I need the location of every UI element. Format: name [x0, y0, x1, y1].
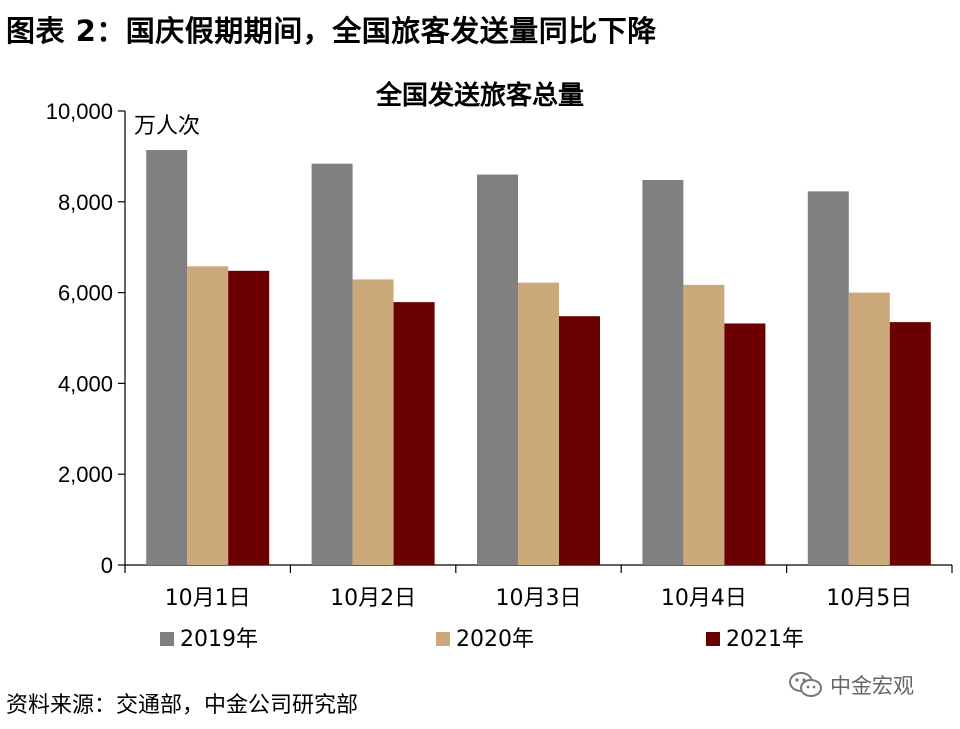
y-tick-label: 8,000 — [58, 190, 113, 215]
bar-2019年-10月5日 — [807, 191, 849, 565]
x-axis: 10月1日 10月2日 10月3日 10月4日 10月5日 — [124, 564, 953, 611]
y-tick-label: 10,000 — [46, 99, 113, 124]
bar-2019年-10月2日 — [311, 163, 353, 565]
y-tick-label: 0 — [101, 553, 113, 578]
legend-label: 2020年 — [456, 627, 534, 652]
chart-title: 全国发送旅客总量 — [375, 80, 584, 111]
x-category-label: 10月1日 — [165, 586, 251, 611]
legend: 2019年 2020年 2021年 — [160, 627, 804, 652]
legend-label: 2021年 — [726, 627, 804, 652]
x-category-label: 10月2日 — [330, 586, 416, 611]
watermark-text: 中金宏观 — [830, 674, 914, 698]
bar-2021年-10月4日 — [724, 323, 766, 565]
bar-2021年-10月5日 — [889, 322, 931, 565]
legend-swatch — [706, 632, 720, 646]
x-category-label: 10月4日 — [661, 586, 747, 611]
y-tick-label: 2,000 — [58, 462, 113, 487]
y-tick-label: 6,000 — [58, 281, 113, 306]
bar-2021年-10月3日 — [559, 316, 600, 565]
wechat-icon — [789, 672, 822, 697]
bar-2019年-10月3日 — [477, 174, 518, 565]
x-category-label: 10月3日 — [496, 586, 582, 611]
bar-2021年-10月2日 — [393, 302, 435, 565]
bar-2020年-10月2日 — [352, 279, 394, 565]
bar-2020年-10月5日 — [848, 292, 890, 565]
y-tick-label: 4,000 — [58, 371, 113, 396]
y-axis: 10,000 8,000 6,000 4,000 2,000 0 — [46, 99, 126, 578]
bar-2021年-10月1日 — [228, 270, 270, 565]
legend-label: 2019年 — [180, 627, 258, 652]
figure-title: 图表 2：国庆假期期间，全国旅客发送量同比下降 — [6, 14, 657, 48]
watermark: 中金宏观 — [788, 670, 914, 700]
source-note: 资料来源：交通部，中金公司研究部 — [6, 693, 359, 718]
legend-swatch — [436, 632, 450, 646]
bar-2019年-10月4日 — [642, 180, 684, 565]
unit-label: 万人次 — [134, 114, 200, 139]
legend-swatch — [160, 632, 174, 646]
bar-2019年-10月1日 — [146, 150, 188, 565]
x-category-label: 10月5日 — [826, 586, 912, 611]
bar-2020年-10月1日 — [187, 266, 229, 565]
bar-2020年-10月4日 — [683, 284, 725, 565]
bar-2020年-10月3日 — [518, 282, 559, 565]
bars — [146, 150, 931, 565]
